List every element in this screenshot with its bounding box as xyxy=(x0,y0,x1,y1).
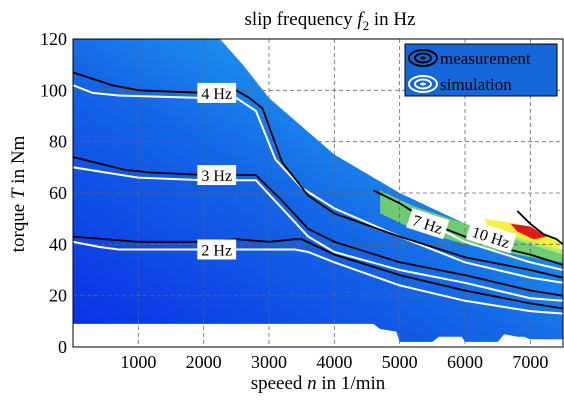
simulation-legend-icon xyxy=(408,75,438,93)
simulation-contour xyxy=(73,166,563,302)
legend: measurement simulation xyxy=(404,43,558,97)
y-tick-label: 20 xyxy=(49,286,67,306)
contour-label-box xyxy=(197,239,237,260)
x-tick-label: 3000 xyxy=(251,352,287,372)
chart-title-prefix: slip frequency xyxy=(244,9,357,30)
x-tick-label: 4000 xyxy=(316,352,352,372)
x-tick-label: 6000 xyxy=(447,352,483,372)
legend-label-measurement: measurement xyxy=(440,49,531,68)
y-tick-labels: 0 20 40 60 80 100 120 xyxy=(40,29,67,357)
measurement-contour xyxy=(373,189,563,266)
plot-frame xyxy=(72,38,564,348)
contour-label: 4 Hz xyxy=(197,82,237,103)
simulation-contour xyxy=(73,240,563,315)
y-tick-label: 40 xyxy=(49,234,67,254)
y-tick-label: 100 xyxy=(40,80,67,100)
contour-label-box xyxy=(197,165,237,186)
x-tick-labels: 1000 2000 3000 4000 5000 6000 7000 xyxy=(120,352,548,372)
contour-label-box xyxy=(406,208,450,240)
chart-title-sub: 2 xyxy=(363,18,370,33)
max-slip-hotspot xyxy=(510,223,547,240)
contour-label-text: 4 Hz xyxy=(201,86,232,103)
contour-label-text: 3 Hz xyxy=(201,168,232,185)
measurement-contour xyxy=(73,235,563,310)
simulation-contour xyxy=(73,84,563,284)
y-axis-label-var: T xyxy=(8,187,29,199)
measurement-contour xyxy=(73,71,563,279)
y-axis-label-prefix: torque xyxy=(8,199,29,252)
x-tick-label: 1000 xyxy=(120,352,156,372)
chart-title-suffix: in Hz xyxy=(369,9,415,30)
operating-region xyxy=(73,39,563,342)
contour-label-box xyxy=(197,82,237,103)
chart-title: slip frequency f2 in Hz xyxy=(244,9,415,33)
y-axis-label: torque T in Nm xyxy=(8,135,29,252)
simulation-contours xyxy=(73,84,563,315)
chart-title-var: f xyxy=(357,9,365,30)
x-axis-label: speeed n in 1/min xyxy=(251,373,386,394)
measurement-contours xyxy=(73,71,563,310)
measurement-contour xyxy=(516,210,563,246)
x-axis-label-prefix: speeed xyxy=(251,373,307,394)
measurement-legend-icon xyxy=(408,49,438,67)
y-tick-label: 120 xyxy=(40,29,67,49)
y-axis-label-suffix: in Nm xyxy=(8,135,29,188)
contour-label-text: 2 Hz xyxy=(201,242,232,259)
legend-box xyxy=(404,43,558,97)
y-tick-label: 60 xyxy=(49,183,67,203)
contour-label-box xyxy=(465,219,517,254)
contour-label: 3 Hz xyxy=(197,165,237,186)
x-axis-label-suffix: in 1/min xyxy=(317,373,386,394)
contour-label: 2 Hz xyxy=(197,239,237,260)
x-axis-label-var: n xyxy=(307,373,317,394)
legend-label-simulation: simulation xyxy=(440,75,512,94)
x-tick-label: 5000 xyxy=(382,352,418,372)
y-tick-label: 80 xyxy=(49,132,67,152)
measurement-contour xyxy=(73,156,563,297)
x-tick-label: 7000 xyxy=(512,352,548,372)
x-tick-label: 2000 xyxy=(186,352,222,372)
y-tick-label: 0 xyxy=(58,337,67,357)
